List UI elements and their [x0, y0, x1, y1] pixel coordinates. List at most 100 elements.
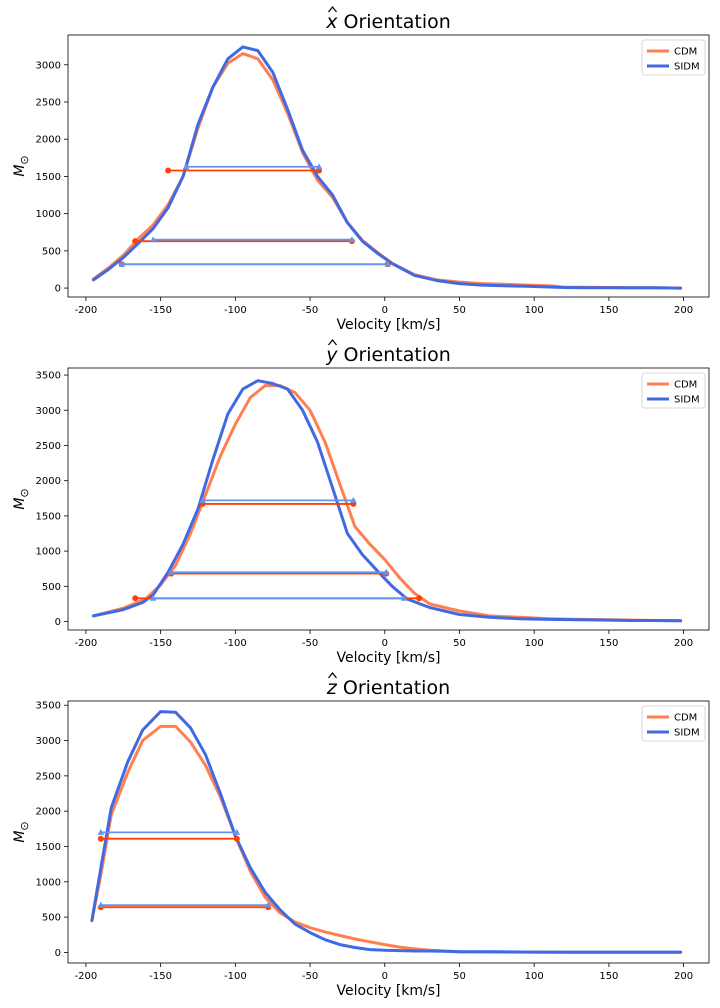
- x-tick-label: 50: [453, 971, 466, 982]
- hat-icon: [328, 6, 337, 13]
- y-tick-label: 0: [55, 284, 61, 295]
- x-tick-label: 0: [382, 971, 388, 982]
- width-marker-sidm: [149, 594, 157, 601]
- x-tick-label: 0: [382, 305, 388, 316]
- x-tick-label: 200: [674, 638, 693, 649]
- y-axis-label: M⊙: [12, 155, 31, 176]
- x-tick-label: 150: [599, 638, 618, 649]
- axes-frame: [67, 700, 710, 964]
- y-tick-label: 3000: [36, 736, 61, 747]
- width-marker-sidm: [167, 568, 175, 575]
- x-tick-label: -200: [75, 638, 98, 649]
- y-tick-label: 3500: [36, 701, 61, 712]
- x-tick-label: -100: [224, 638, 247, 649]
- y-label-main: M: [12, 498, 28, 510]
- legend-label-sidm: SIDM: [674, 395, 700, 406]
- x-tick-label: 100: [525, 971, 544, 982]
- legend: CDM SIDM: [641, 372, 706, 409]
- y-label-sub: ⊙: [18, 821, 31, 830]
- x-tick-label: 100: [525, 638, 544, 649]
- plot-area: [90, 710, 683, 954]
- y-label-sub: ⊙: [18, 488, 31, 497]
- series-line-sidm: [91, 45, 683, 290]
- y-tick-label: 1000: [36, 547, 61, 558]
- x-tick-label: 50: [453, 638, 466, 649]
- y-tick-label: 500: [42, 913, 61, 924]
- y-label-main: M: [12, 165, 28, 177]
- y-tick-label: 0: [55, 948, 61, 959]
- y-label-sub: ⊙: [18, 155, 31, 164]
- width-marker-cdm: [132, 238, 139, 245]
- width-marker-cdm: [132, 595, 139, 602]
- hat-icon: [328, 672, 337, 679]
- legend-label-cdm: CDM: [674, 47, 697, 58]
- title-rest: Orientation: [337, 11, 450, 33]
- width-marker-cdm: [97, 835, 104, 842]
- y-tick-label: 3500: [36, 371, 61, 382]
- y-tick-label: 3000: [36, 406, 61, 417]
- x-tick-label: -50: [302, 971, 318, 982]
- chart-panel-z: -200 -150 -100 -50 0 50 100 150 2000500100015002…: [12, 672, 710, 999]
- y-tick-label: 1500: [36, 172, 61, 183]
- width-marker-sidm: [382, 568, 390, 575]
- width-marker-sidm: [149, 236, 157, 243]
- y-tick-label: 2000: [36, 476, 61, 487]
- x-tick-label: -200: [75, 305, 98, 316]
- title-rest: Orientation: [337, 344, 450, 366]
- y-tick-label: 2500: [36, 771, 61, 782]
- axes-frame: [67, 367, 710, 631]
- x-tick-label: 100: [525, 305, 544, 316]
- width-marker-cdm: [416, 595, 423, 602]
- legend-label-cdm: CDM: [674, 713, 697, 724]
- series-line-sidm: [91, 379, 683, 623]
- x-tick-label: -150: [149, 305, 172, 316]
- width-marker-sidm: [400, 594, 408, 601]
- x-tick-label: -50: [302, 638, 318, 649]
- y-tick-label: 2000: [36, 807, 61, 818]
- x-axis-label: Velocity [km/s]: [336, 317, 440, 333]
- title-variable: x: [325, 11, 338, 33]
- plot-area: [91, 379, 683, 623]
- title-rest: Orientation: [337, 677, 450, 699]
- y-axis-label: M⊙: [12, 488, 31, 509]
- x-tick-label: -200: [75, 971, 98, 982]
- legend-label-sidm: SIDM: [674, 62, 700, 73]
- y-tick-label: 2500: [36, 441, 61, 452]
- x-axis-label: Velocity [km/s]: [336, 650, 440, 666]
- width-marker-sidm: [118, 260, 126, 267]
- y-axis-label: M⊙: [12, 821, 31, 842]
- x-tick-label: -100: [224, 305, 247, 316]
- x-tick-label: 200: [674, 305, 693, 316]
- width-marker-sidm: [182, 163, 190, 170]
- width-marker-cdm: [233, 835, 240, 842]
- hat-icon: [328, 339, 337, 346]
- chart-title: y Orientation: [325, 344, 451, 366]
- plot-area: [91, 45, 683, 290]
- y-tick-label: 500: [42, 246, 61, 257]
- y-tick-label: 1000: [36, 209, 61, 220]
- y-tick-label: 3000: [36, 60, 61, 71]
- width-marker-sidm: [264, 901, 272, 908]
- legend-label-cdm: CDM: [674, 380, 697, 391]
- width-marker-sidm: [97, 901, 105, 908]
- width-marker-sidm: [348, 236, 356, 243]
- width-marker-sidm: [350, 496, 357, 503]
- x-tick-label: -100: [224, 971, 247, 982]
- chart-panel-y: -200 -150 -100 -50 0 50 100 150 2000500100015002…: [12, 339, 710, 666]
- y-tick-label: 2000: [36, 135, 61, 146]
- y-tick-label: 1500: [36, 511, 61, 522]
- x-tick-label: 150: [599, 971, 618, 982]
- width-marker-sidm: [384, 260, 392, 267]
- title-variable: z: [326, 677, 338, 699]
- x-tick-label: -150: [149, 638, 172, 649]
- title-variable: y: [325, 344, 338, 366]
- y-tick-label: 1500: [36, 842, 61, 853]
- y-tick-label: 0: [55, 617, 61, 628]
- legend-label-sidm: SIDM: [674, 728, 700, 739]
- chart-title: z Orientation: [326, 677, 450, 699]
- x-tick-label: 150: [599, 305, 618, 316]
- width-marker-sidm: [315, 163, 323, 170]
- x-tick-label: 200: [674, 971, 693, 982]
- axes-frame: [67, 34, 710, 298]
